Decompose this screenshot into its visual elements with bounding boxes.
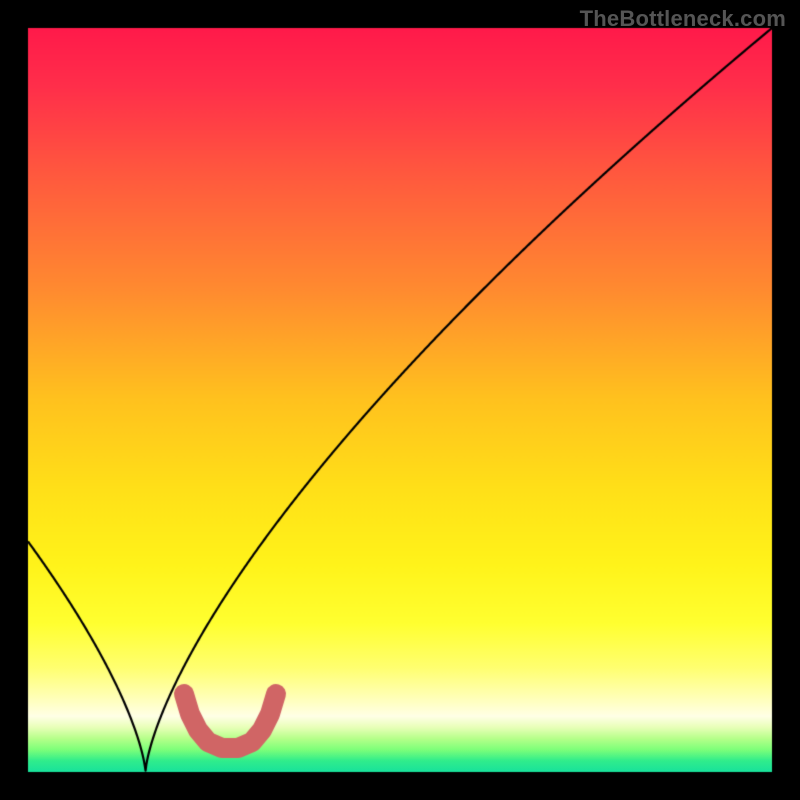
bottleneck-chart-canvas — [0, 0, 800, 800]
watermark-label: TheBottleneck.com — [580, 6, 786, 32]
chart-container: TheBottleneck.com — [0, 0, 800, 800]
